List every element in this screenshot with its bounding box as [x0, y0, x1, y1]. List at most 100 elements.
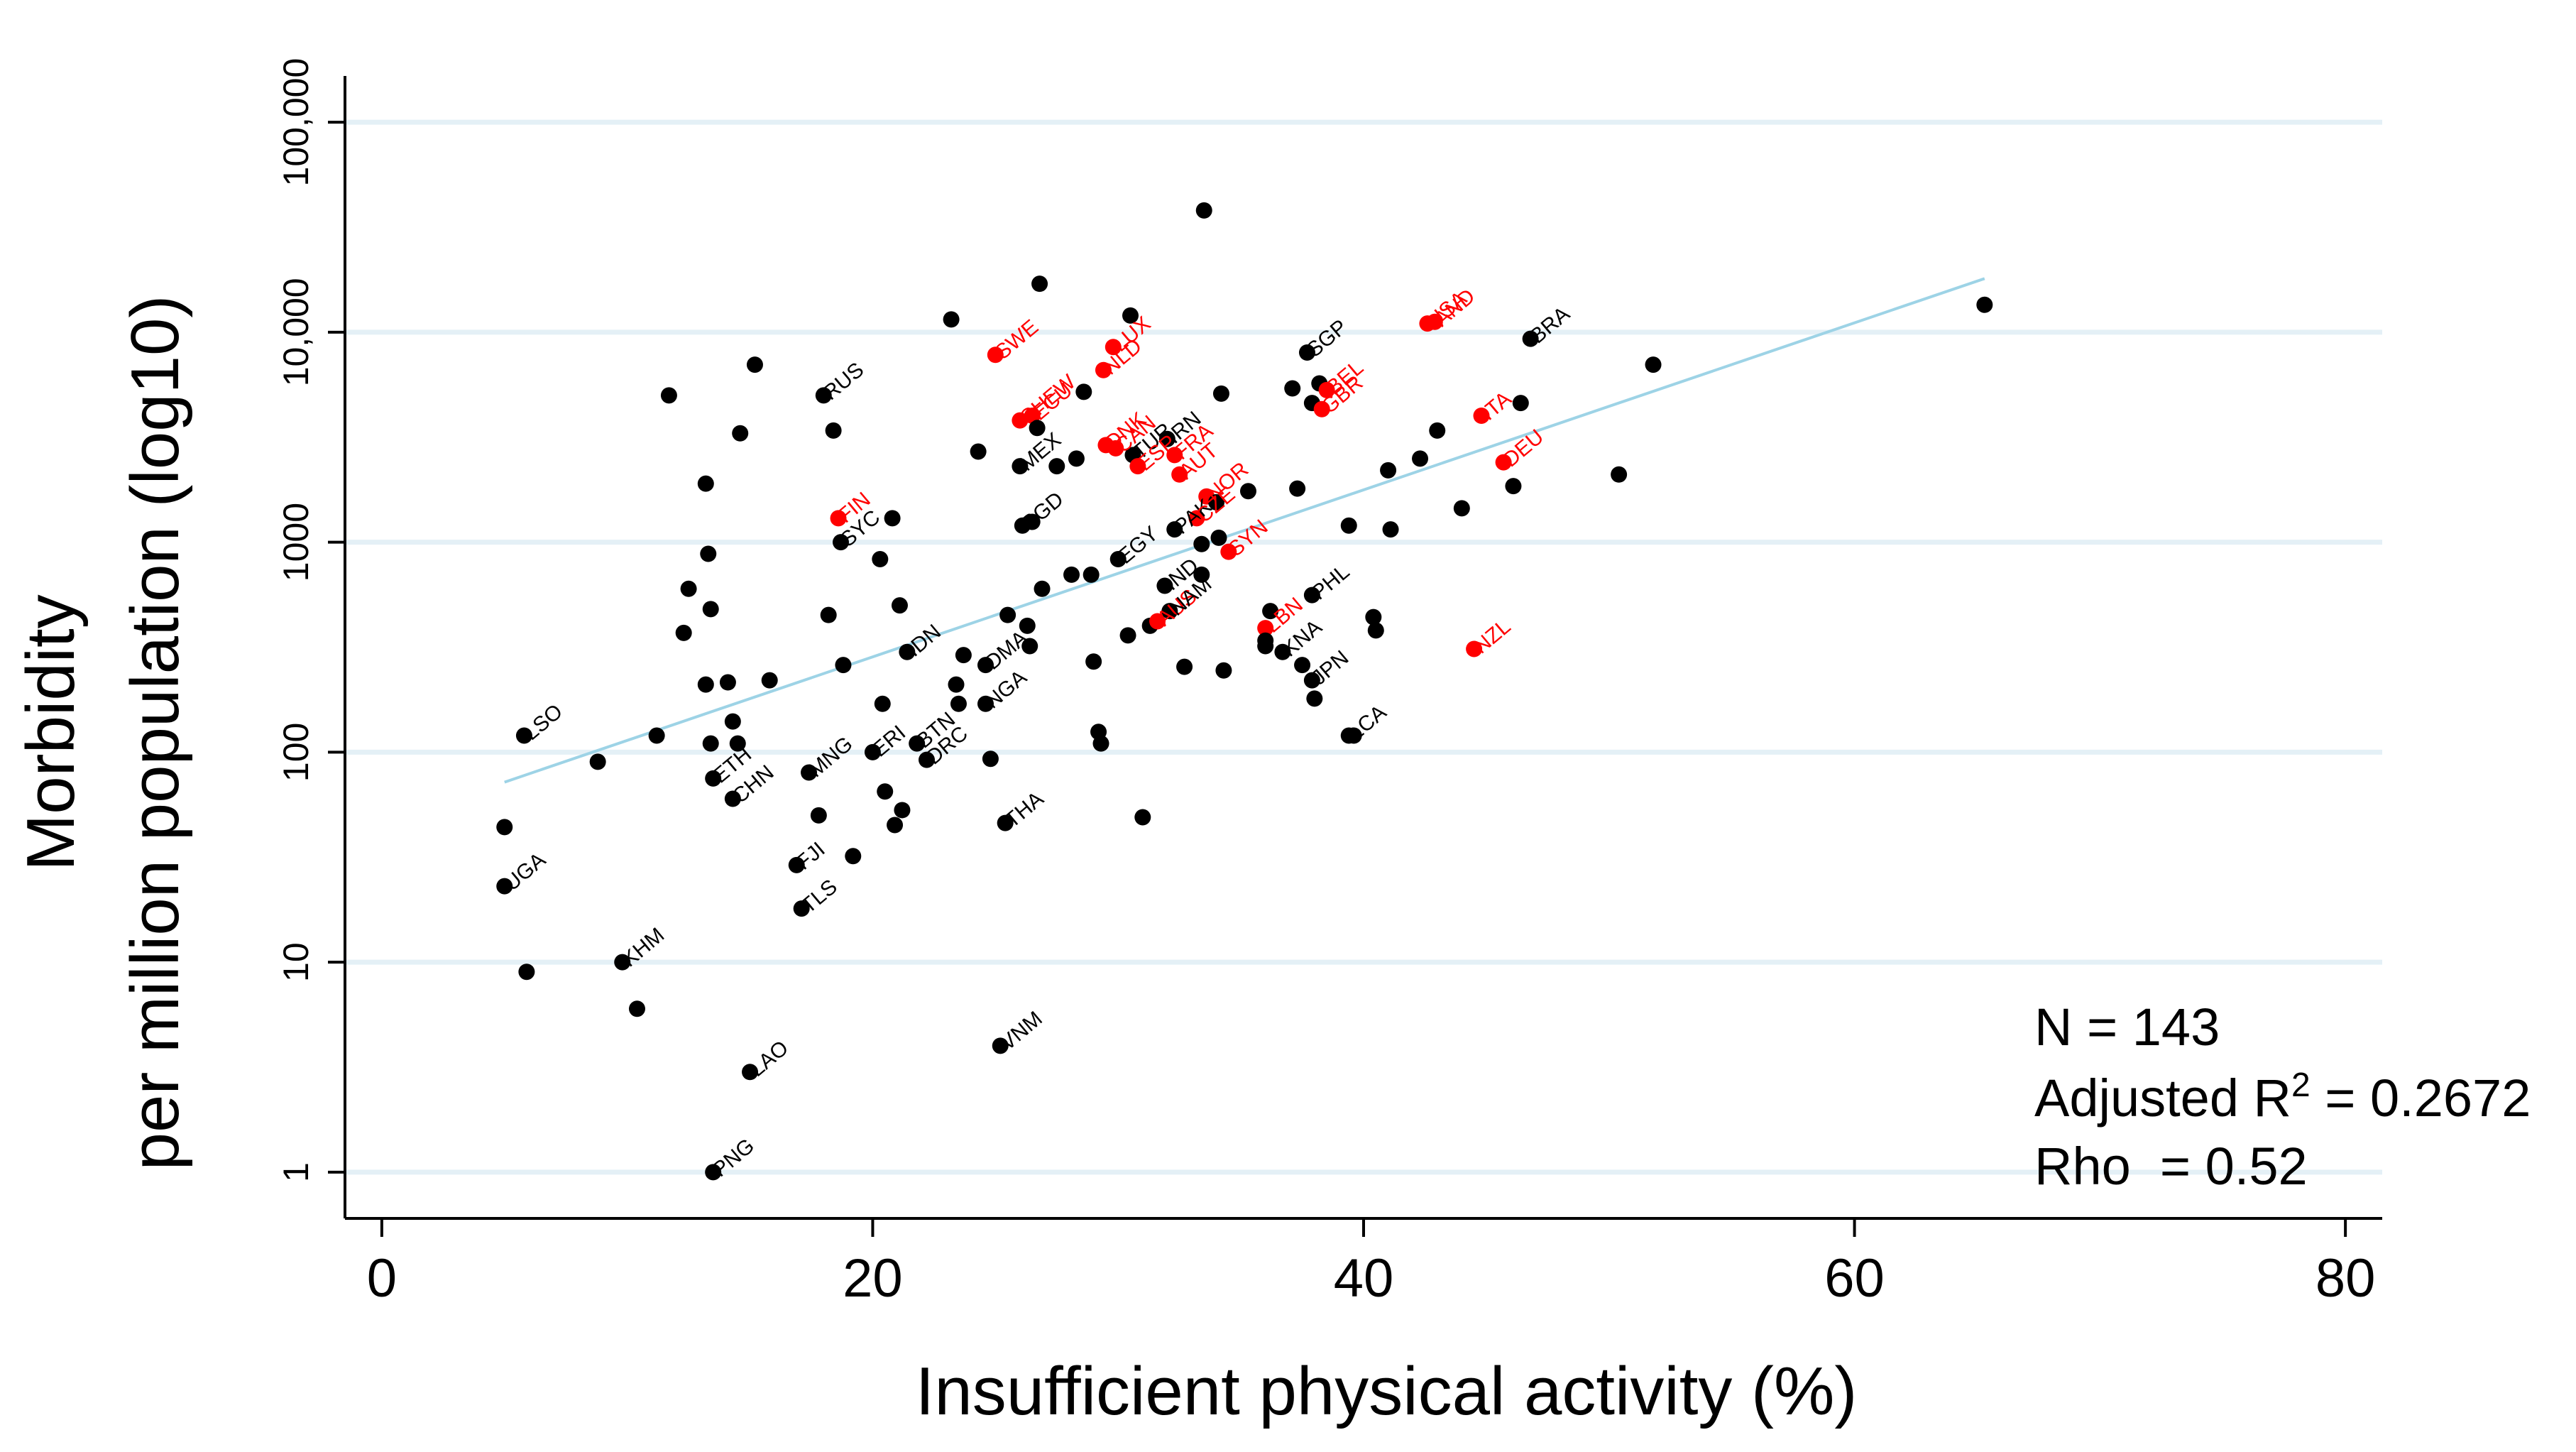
point-nzl [1466, 640, 1483, 657]
data-point [1215, 662, 1232, 679]
data-point [732, 425, 749, 442]
data-point [884, 510, 901, 527]
data-point [648, 727, 665, 744]
point-vnm [992, 1037, 1009, 1054]
point-ita [1473, 408, 1490, 425]
point-gbr [1313, 400, 1330, 417]
x-tick-label: 80 [2315, 1248, 2376, 1309]
data-point [1284, 380, 1301, 397]
point-aus [1149, 613, 1166, 630]
data-point [1340, 517, 1357, 534]
point-phl [1303, 586, 1320, 604]
point-btn [909, 735, 926, 752]
point-mex [1012, 458, 1029, 475]
data-point [719, 674, 736, 691]
data-point [1034, 580, 1051, 597]
data-point [1068, 450, 1085, 467]
data-point [660, 387, 677, 404]
point-cze [1188, 510, 1205, 527]
stat-r2-superscript: 2 [2291, 1066, 2311, 1104]
point-rus [815, 387, 832, 404]
data-point [1257, 638, 1274, 655]
x-tick-label: 0 [367, 1248, 397, 1309]
data-point [1380, 462, 1397, 479]
point-chew [1012, 412, 1029, 429]
point-lux [1105, 339, 1122, 356]
stat-rho: Rho = 0.52 [2034, 1137, 2308, 1196]
data-point [1176, 658, 1193, 675]
data-point [1210, 529, 1227, 546]
data-point [810, 807, 827, 824]
x-tick-label: 60 [1824, 1248, 1885, 1309]
data-point [1193, 535, 1210, 552]
data-point [1262, 603, 1279, 620]
data-point [877, 783, 894, 800]
data-point [820, 606, 837, 623]
point-nld [1095, 361, 1112, 378]
y-tick-label: 1 [276, 1162, 316, 1182]
point-tls [793, 900, 810, 917]
point-can [1107, 440, 1124, 457]
gridlines [345, 119, 2382, 1175]
data-point [948, 676, 965, 693]
data-point [746, 356, 763, 373]
axes: 1 10 100 1000 10,000 100,000 0 20 40 60 80 [276, 58, 2382, 1309]
data-point [1031, 275, 1048, 293]
point-khm [614, 954, 631, 971]
point-fra [1166, 447, 1183, 464]
point-aut [1171, 466, 1188, 483]
stat-r2-value: = 0.2672 [2311, 1069, 2531, 1128]
data-point [700, 545, 717, 562]
point-ind [1156, 577, 1173, 594]
point-jpn [1303, 672, 1320, 689]
data-point [729, 735, 746, 752]
data-point [1083, 566, 1100, 583]
data-point [1345, 727, 1362, 744]
data-point [1134, 809, 1151, 826]
point-swe [987, 346, 1004, 364]
point-tha [997, 814, 1014, 831]
data-point [702, 601, 719, 618]
data-point [1212, 385, 1229, 402]
point-eri [864, 743, 881, 760]
data-point [950, 695, 967, 712]
data-point [1429, 422, 1446, 439]
data-point [1193, 566, 1210, 583]
data-point [1294, 657, 1311, 674]
y-axis-title-line2: per million population (log10) [117, 295, 193, 1171]
data-point [1239, 483, 1256, 500]
data-point [825, 422, 842, 439]
point-uga [496, 878, 513, 895]
stat-n: N = 143 [2034, 998, 2220, 1057]
y-tick-label: 100,000 [276, 58, 316, 187]
x-tick-label: 20 [843, 1248, 903, 1309]
data-point [845, 848, 862, 865]
data-point [1505, 478, 1522, 495]
point-syn [1220, 543, 1237, 560]
data-point [589, 753, 606, 770]
data-point [1611, 466, 1628, 483]
data-point [724, 713, 741, 730]
data-point [1512, 395, 1529, 412]
y-tick-label: 1000 [276, 503, 316, 582]
data-point [1021, 638, 1038, 655]
point-lao [742, 1064, 759, 1081]
point-pak [1166, 521, 1183, 538]
point-sgp [1298, 344, 1315, 361]
point-bel [1318, 381, 1335, 398]
stats-box: N = 143 Adjusted R2 = 0.2672 Rho = 0.52 [2034, 998, 2531, 1196]
data-point [496, 819, 513, 836]
data-point [697, 475, 714, 492]
data-point [872, 551, 889, 568]
data-point [1119, 627, 1136, 644]
data-point [680, 580, 697, 597]
data-point [1075, 383, 1092, 400]
point-deu [1495, 454, 1512, 471]
stat-r2: Adjusted R2 = 0.2672 [2034, 1066, 2531, 1128]
point-png [705, 1164, 722, 1181]
data-point [1645, 356, 1662, 373]
point-esp [1129, 458, 1146, 475]
data-points [496, 202, 1993, 1181]
data-point [835, 657, 852, 674]
